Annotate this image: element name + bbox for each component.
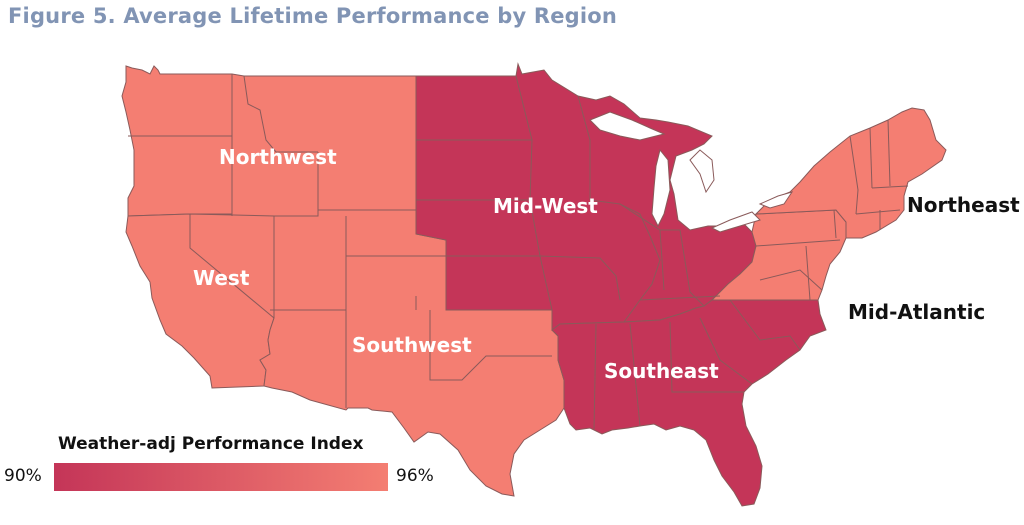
legend-min-label: 90% (4, 466, 42, 486)
region-label-northwest: Northwest (219, 145, 337, 169)
region-northwest (121, 65, 417, 217)
region-label-northeast: Northeast (907, 193, 1020, 217)
region-southeast (551, 299, 827, 507)
great-lakes (589, 111, 794, 233)
state-borders (128, 74, 909, 431)
legend-max-label: 96% (396, 466, 434, 486)
legend-title: Weather-adj Performance Index (58, 434, 364, 454)
figure-title: Figure 5. Average Lifetime Performance b… (8, 4, 618, 28)
region-west (125, 213, 275, 389)
region-label-southwest: Southwest (352, 333, 472, 357)
legend-color-bar (54, 463, 388, 491)
region-northeast (754, 107, 947, 239)
region-label-midwest: Mid-West (493, 194, 598, 218)
region-label-midatlantic: Mid-Atlantic (848, 300, 986, 324)
region-label-southeast: Southeast (604, 359, 719, 383)
region-label-west: West (193, 266, 250, 290)
